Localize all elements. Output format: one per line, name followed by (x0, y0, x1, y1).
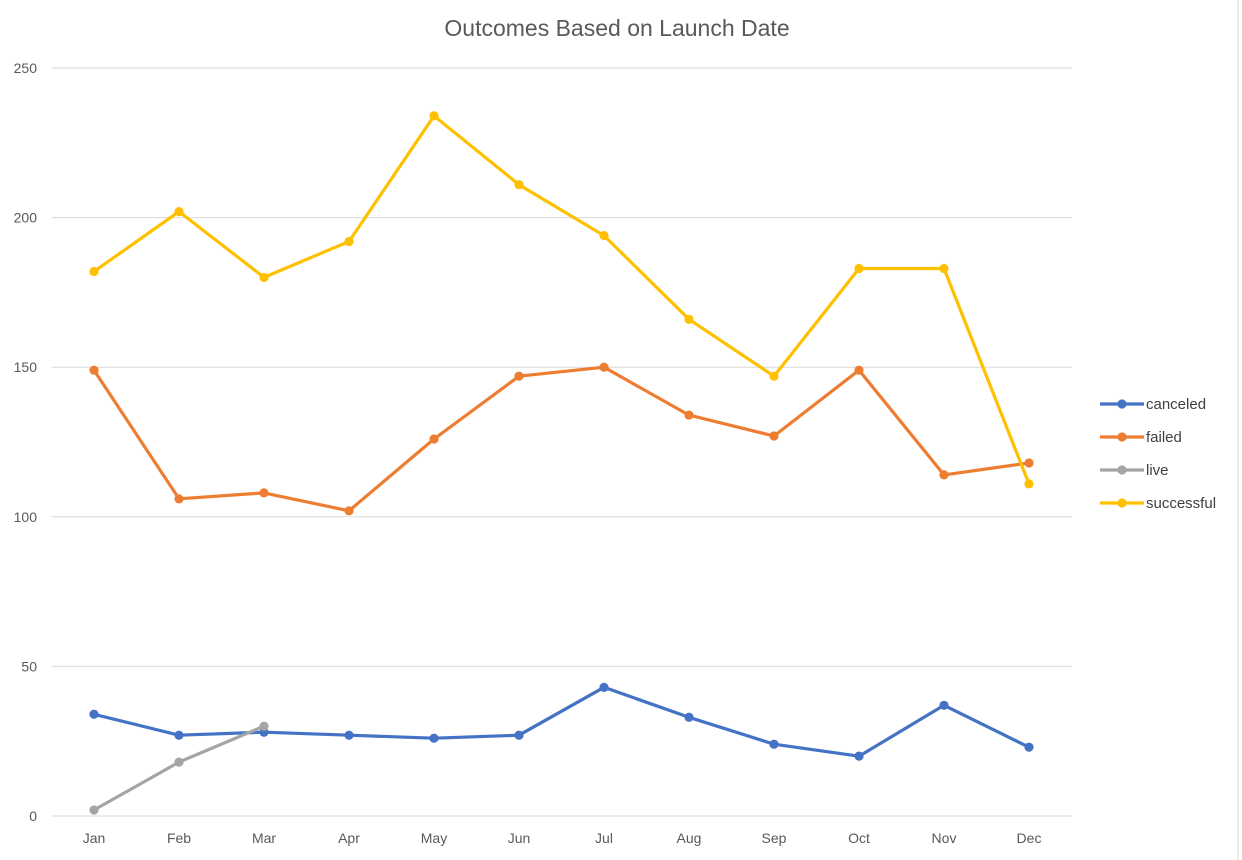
legend-marker (1117, 465, 1127, 475)
data-point (769, 431, 779, 441)
x-tick-label: Aug (677, 830, 702, 846)
x-tick-label: Jul (595, 830, 613, 846)
data-point (684, 410, 694, 420)
x-tick-label: Nov (932, 830, 957, 846)
data-point (429, 733, 439, 743)
data-point (1024, 742, 1034, 752)
series-line (92, 365, 1031, 513)
data-point (174, 207, 184, 217)
y-tick-label: 100 (14, 509, 38, 525)
data-point (259, 721, 269, 731)
y-tick-label: 150 (14, 359, 38, 375)
data-point (174, 757, 184, 767)
series-live (89, 721, 269, 815)
series-line (92, 685, 1031, 758)
data-point (89, 805, 99, 815)
series-canceled (89, 682, 1034, 761)
legend-marker (1117, 432, 1127, 442)
series-line (92, 114, 1031, 486)
data-point (429, 434, 439, 444)
legend-item: canceled (1100, 396, 1206, 413)
data-point (769, 739, 779, 749)
data-point (1024, 479, 1034, 489)
y-tick-label: 250 (14, 60, 38, 76)
gridlines (52, 67, 1072, 817)
data-point (174, 730, 184, 740)
data-point (514, 730, 524, 740)
x-tick-label: Jun (508, 830, 531, 846)
data-point (344, 730, 354, 740)
data-point (854, 751, 864, 761)
y-tick-label: 50 (21, 658, 37, 674)
data-point (514, 371, 524, 381)
data-point (769, 371, 779, 381)
data-point (599, 682, 609, 692)
chart-title: Outcomes Based on Launch Date (444, 15, 789, 41)
data-point (89, 266, 99, 277)
x-tick-label: Feb (167, 830, 191, 846)
series-successful (89, 111, 1034, 489)
series-failed (89, 362, 1034, 516)
data-point (854, 263, 864, 274)
x-tick-label: Oct (848, 830, 870, 846)
x-tick-label: Sep (762, 830, 787, 846)
data-point (684, 314, 694, 324)
x-tick-label: Jan (83, 830, 106, 846)
data-point (259, 272, 269, 283)
data-point (89, 709, 99, 719)
legend-item: successful (1100, 495, 1216, 512)
data-point (939, 700, 949, 710)
data-point (684, 712, 694, 722)
data-point (429, 111, 439, 121)
legend: canceled failed live successful (1100, 396, 1216, 512)
data-point (89, 365, 99, 375)
legend-label: live (1146, 462, 1169, 479)
legend-marker (1117, 498, 1127, 508)
y-axis-ticks: 0 50 100 150 200 250 (14, 60, 38, 824)
x-tick-label: May (421, 830, 447, 846)
data-point (344, 506, 354, 516)
legend-item: failed (1100, 429, 1182, 446)
x-tick-label: Mar (252, 830, 276, 846)
legend-label: canceled (1146, 396, 1206, 413)
x-axis-ticks: Jan Feb Mar Apr May Jun Jul Aug Sep Oct Nov Dec (83, 830, 1042, 846)
data-point (259, 488, 269, 498)
data-point (174, 494, 184, 504)
legend-marker (1117, 399, 1127, 409)
data-point (854, 365, 864, 375)
data-point (1024, 458, 1034, 468)
data-point (939, 470, 949, 480)
data-point (344, 236, 354, 247)
data-point (599, 362, 609, 372)
x-tick-label: Apr (338, 830, 360, 846)
data-point (514, 180, 524, 190)
legend-label: failed (1146, 429, 1182, 446)
y-tick-label: 200 (14, 210, 38, 226)
legend-label: successful (1146, 495, 1216, 512)
data-point (939, 263, 949, 274)
data-point (599, 230, 609, 241)
y-tick-label: 0 (29, 808, 37, 824)
legend-item: live (1100, 462, 1169, 479)
series-lines (89, 111, 1034, 815)
x-tick-label: Dec (1017, 830, 1042, 846)
